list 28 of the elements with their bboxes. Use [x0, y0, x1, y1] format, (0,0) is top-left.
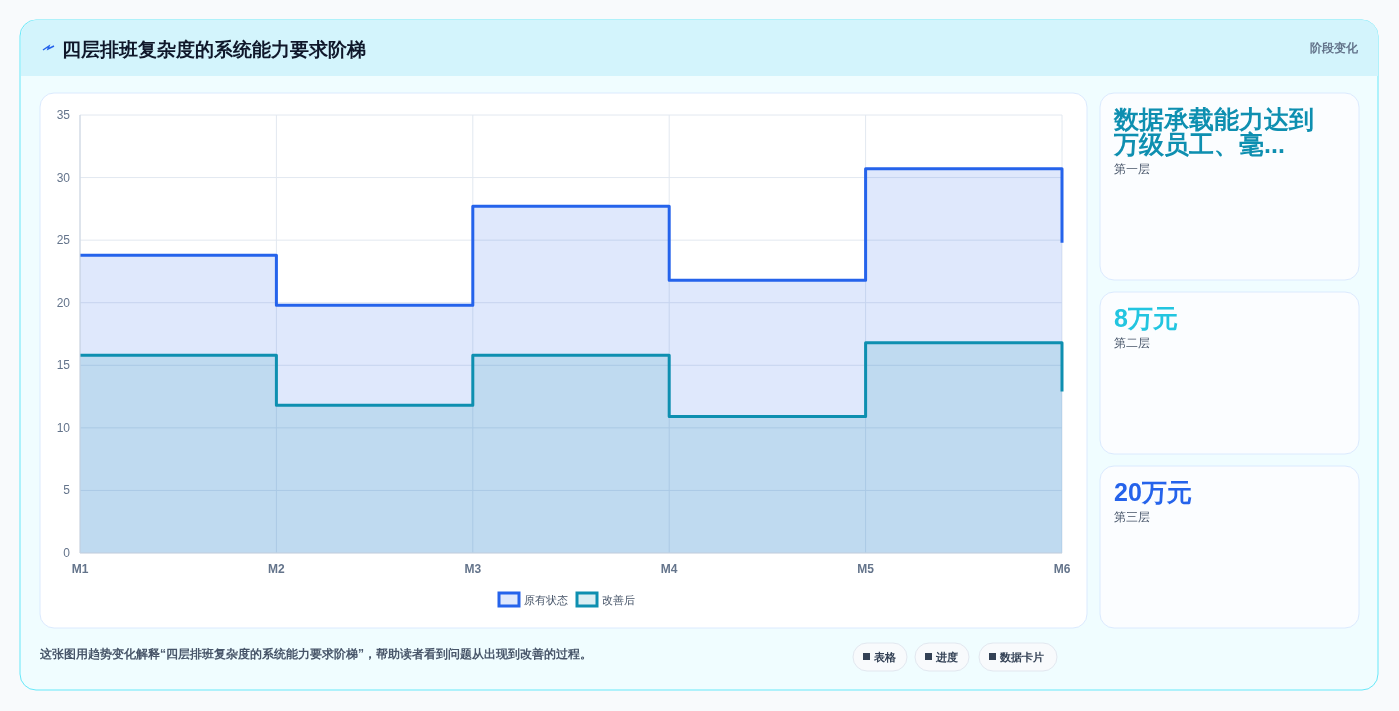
- y-tick-label: 25: [56, 233, 71, 248]
- category-label: 第二层: [1114, 336, 1150, 350]
- chart-title: 四层排班复杂度的系统能力要求阶梯: [62, 39, 366, 60]
- legend-label: 原有状态: [524, 594, 568, 606]
- y-tick-label: 10: [56, 420, 71, 435]
- text: 进度: [935, 651, 958, 663]
- y-tick-label: 20: [56, 295, 71, 310]
- text: 这张图用趋势变化解释“四层排班复杂度的系统能力要求阶梯”，帮助读者看到问题从出现到改善的过程。: [39, 647, 592, 661]
- x-tick-label: M1: [71, 562, 89, 576]
- category-label: 第一层: [1114, 162, 1150, 176]
- y-tick-label: 35: [56, 108, 71, 122]
- legend-label: 改善后: [602, 594, 635, 606]
- x-tick-label: M6: [1053, 562, 1071, 576]
- x-tick-label: M4: [660, 562, 678, 576]
- text: 数据卡片: [999, 651, 1044, 663]
- y-tick-label: 0: [63, 546, 71, 560]
- x-tick-label: M2: [268, 562, 286, 576]
- text: 表格: [873, 651, 897, 663]
- category-label: 第三层: [1114, 510, 1150, 524]
- text: 数据承载能力达到万级员工、毫...: [1113, 105, 1314, 158]
- y-tick-label: 30: [56, 170, 71, 185]
- y-tick-label: 15: [56, 358, 71, 373]
- x-tick-label: M5: [857, 562, 875, 576]
- text: 8万元: [1114, 304, 1178, 332]
- x-tick-label: M3: [464, 562, 482, 576]
- text: 20万元: [1114, 478, 1192, 506]
- y-tick-label: 5: [63, 483, 71, 498]
- text: 阶段变化: [1310, 41, 1359, 55]
